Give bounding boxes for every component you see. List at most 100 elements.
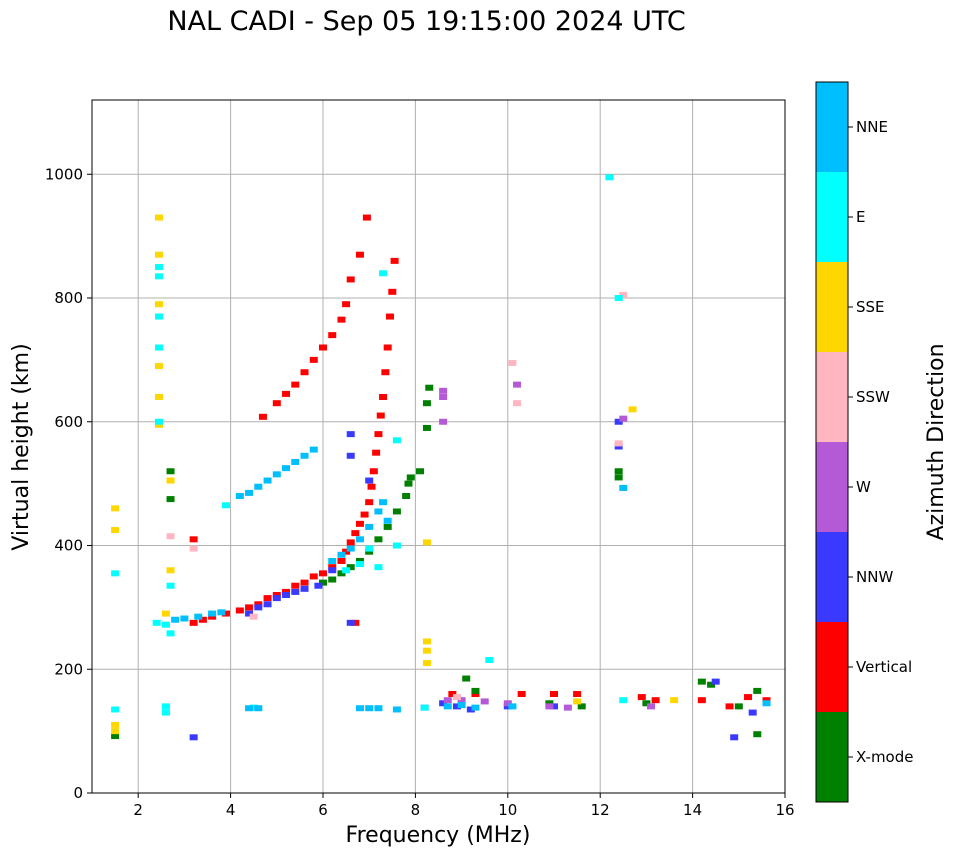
data-point-vertical <box>235 607 244 614</box>
chart-title: NAL CADI - Sep 05 19:15:00 2024 UTC <box>167 6 686 37</box>
data-point-x-mode <box>462 675 471 682</box>
data-point-e <box>374 564 383 571</box>
data-point-w <box>647 703 656 710</box>
data-point-nnw <box>300 585 309 592</box>
data-point-vertical <box>762 697 771 704</box>
data-point-nne <box>471 704 480 711</box>
data-point-x-mode <box>614 468 623 475</box>
data-point-vertical <box>208 613 217 620</box>
plot-frame <box>91 99 786 794</box>
data-point-e <box>420 704 429 711</box>
data-point-e <box>161 703 170 710</box>
data-point-x-mode <box>402 493 411 499</box>
data-point-ssw <box>189 545 198 552</box>
data-point-ssw <box>249 613 258 620</box>
x-tick-label: 6 <box>318 801 328 819</box>
data-point-vertical <box>319 570 327 577</box>
data-point-x-mode <box>753 731 762 738</box>
data-point-nnw <box>748 709 757 716</box>
y-tick-label: 400 <box>54 537 83 555</box>
data-point-x-mode <box>425 384 434 391</box>
data-point-sse <box>111 728 120 735</box>
data-point-sse <box>422 638 431 645</box>
colorbar-tick-label: SSE <box>856 298 885 316</box>
data-point-x-mode <box>577 703 586 710</box>
data-point-vertical <box>337 316 346 323</box>
data-point-vertical <box>388 288 397 295</box>
data-point-nne <box>180 615 189 622</box>
data-point-nne <box>443 703 452 710</box>
data-point-nnw <box>346 431 355 438</box>
colorbar: X-mode Vertical NNW W SSW SSE E NNE <box>815 81 913 803</box>
data-point-x-mode <box>374 536 383 543</box>
data-point-nne <box>355 705 364 712</box>
data-point-w <box>619 415 628 422</box>
colorbar-tick-label: W <box>856 478 871 496</box>
y-axis-label: Virtual height (km) <box>9 343 34 550</box>
data-point-e <box>154 273 163 280</box>
data-point-sse <box>166 477 175 484</box>
data-point-nne <box>355 536 364 543</box>
data-point-e <box>154 313 163 320</box>
data-point-nne <box>208 610 217 617</box>
data-point-x-mode <box>166 468 175 475</box>
colorbar-segment <box>816 172 848 262</box>
data-point-sse <box>154 214 163 221</box>
data-point-vertical <box>309 356 318 363</box>
data-point-nnw <box>245 610 254 617</box>
data-point-vertical <box>328 332 337 339</box>
data-point-sse <box>154 251 163 258</box>
data-point-w <box>439 394 448 400</box>
data-point-x-mode <box>383 523 392 530</box>
data-point-vertical <box>300 369 309 376</box>
data-point-nnw <box>282 592 291 598</box>
data-point-nne <box>328 557 337 564</box>
data-point-nnw <box>189 734 198 741</box>
data-point-ssw <box>513 400 522 407</box>
data-point-vertical <box>372 449 381 456</box>
data-point-sse <box>422 539 431 546</box>
data-point-vertical <box>379 394 388 400</box>
data-point-x-mode <box>365 548 374 555</box>
colorbar-segment <box>816 442 848 532</box>
data-point-vertical <box>355 251 364 258</box>
data-point-x-mode <box>753 687 762 694</box>
x-tick-label: 2 <box>133 801 143 819</box>
data-point-nnw <box>466 706 475 713</box>
data-point-w <box>443 697 452 704</box>
data-point-w <box>439 387 448 394</box>
data-point-vertical <box>517 691 526 697</box>
colorbar-segment <box>816 82 848 172</box>
data-point-nne <box>194 613 203 620</box>
data-point-nnw <box>263 601 272 608</box>
data-point-e <box>221 502 230 509</box>
data-point-vertical <box>282 588 291 595</box>
data-point-e <box>166 630 175 637</box>
data-point-nne <box>217 609 226 616</box>
data-points <box>111 174 771 741</box>
data-point-nne <box>337 551 346 558</box>
data-point-e <box>249 704 258 711</box>
data-point-vertical <box>365 499 374 506</box>
data-point-nne <box>374 705 383 712</box>
data-point-vertical <box>697 697 706 704</box>
data-point-nne <box>254 483 263 490</box>
data-point-nnw <box>254 604 263 611</box>
data-point-vertical <box>221 610 230 617</box>
data-point-e <box>392 542 401 549</box>
data-point-x-mode <box>642 700 651 707</box>
data-point-nnw <box>730 734 739 741</box>
colorbar-tick-label: SSW <box>856 388 890 406</box>
data-point-nnw <box>503 703 512 710</box>
data-point-e <box>614 295 623 301</box>
data-point-vertical <box>272 592 281 598</box>
data-point-x-mode <box>337 570 346 577</box>
data-point-vertical <box>291 582 300 589</box>
data-point-vertical <box>471 691 480 697</box>
data-point-ssw <box>619 291 628 298</box>
data-point-x-mode <box>406 474 415 481</box>
data-point-x-mode <box>392 508 401 515</box>
data-point-e <box>152 619 161 626</box>
data-point-vertical <box>351 530 360 537</box>
data-point-e <box>605 174 614 181</box>
